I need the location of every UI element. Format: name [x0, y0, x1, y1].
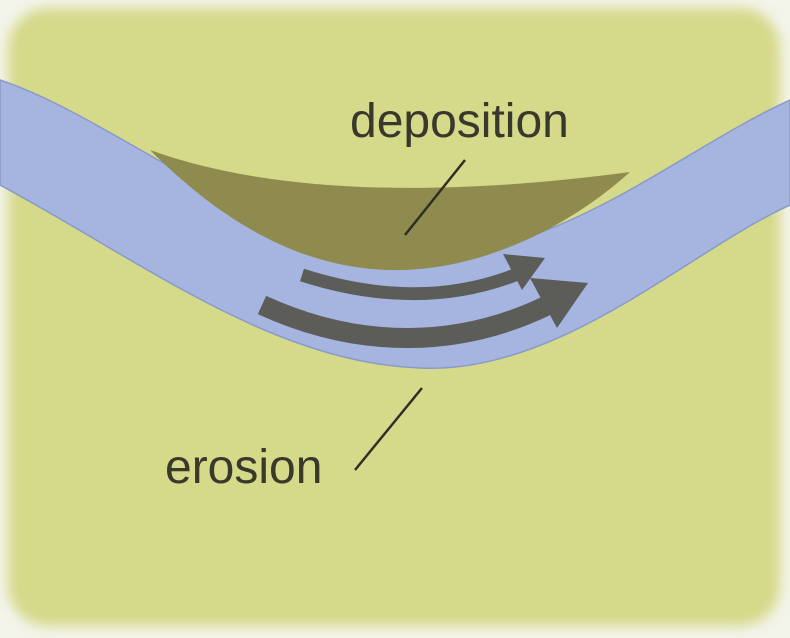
- flow-arrow-inner: [300, 268, 518, 301]
- deposition-label: deposition: [350, 95, 569, 148]
- erosion-label: erosion: [165, 441, 322, 494]
- erosion-leader-line: [354, 387, 423, 471]
- flow-arrow-outer: [257, 295, 553, 348]
- deposition-leader-line: [404, 159, 466, 236]
- flow-arrow-inner-head: [503, 254, 545, 290]
- flow-arrow-outer-head: [530, 278, 588, 328]
- deposition-sediment: [150, 150, 630, 271]
